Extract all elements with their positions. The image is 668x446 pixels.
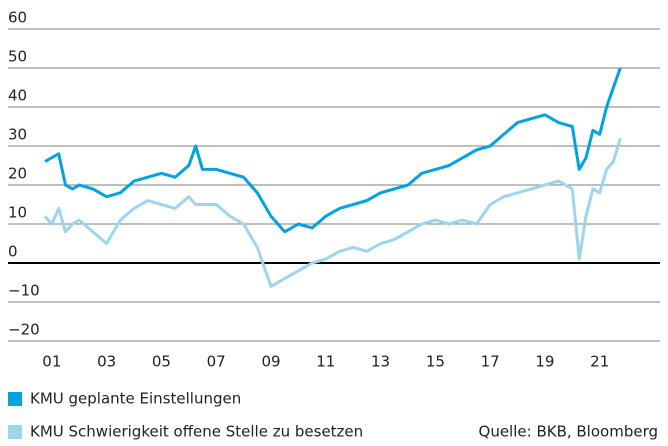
x-tick-label: 15 <box>426 353 445 371</box>
source: Quelle: BKB, Bloomberg <box>479 423 658 441</box>
x-tick-label: 21 <box>590 353 609 371</box>
legend-swatch <box>8 425 22 439</box>
x-tick-label: 17 <box>481 353 500 371</box>
legend-swatch <box>8 392 22 406</box>
y-tick-label: 0 <box>8 243 18 261</box>
y-tick-label: 30 <box>8 126 27 144</box>
legend-label: KMU Schwierigkeit offene Stelle zu beset… <box>30 423 363 441</box>
x-tick-label: 09 <box>261 353 280 371</box>
x-tick-label: 01 <box>42 353 61 371</box>
x-tick-label: 03 <box>97 353 116 371</box>
x-tick-label: 19 <box>535 353 554 371</box>
x-tick-label: 05 <box>152 353 171 371</box>
series-line <box>43 137 622 288</box>
y-tick-label: 20 <box>8 165 27 183</box>
y-tick-label: −10 <box>8 282 40 300</box>
x-tick-label: 11 <box>316 353 335 371</box>
legend-label: KMU geplante Einstellungen <box>30 390 241 408</box>
y-tick-label: 60 <box>8 9 27 27</box>
y-tick-label: 50 <box>8 48 27 66</box>
x-tick-label: 07 <box>207 353 226 371</box>
series-line <box>44 67 622 234</box>
y-tick-label: −20 <box>8 321 40 339</box>
y-tick-label: 10 <box>8 204 27 222</box>
x-tick-label: 13 <box>371 353 390 371</box>
y-tick-label: 40 <box>8 87 27 105</box>
